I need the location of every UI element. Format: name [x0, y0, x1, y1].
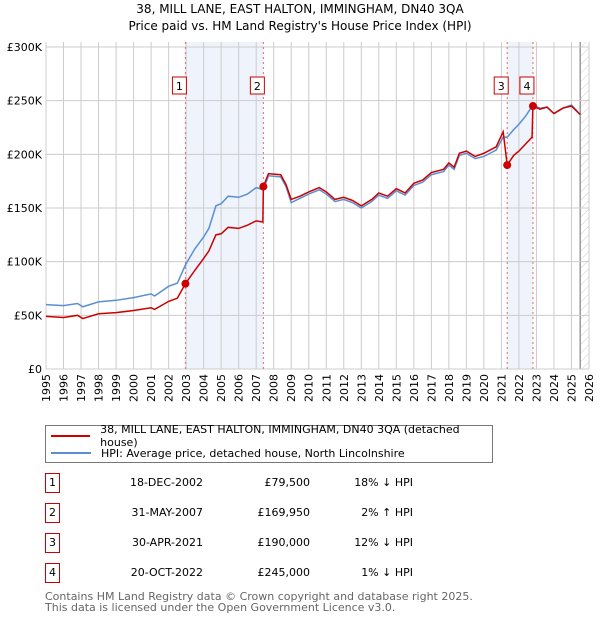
- x-tick-label: 1997: [75, 374, 88, 402]
- sale-label-number: 2: [254, 80, 261, 93]
- x-tick-label: 2003: [180, 374, 193, 402]
- sale-label-box: [519, 76, 535, 95]
- shaded-range: [507, 42, 533, 369]
- x-tick-label: 2005: [215, 374, 228, 402]
- x-tick-label: 1999: [110, 374, 123, 402]
- legend-item-hpi: HPI: Average price, detached house, Nort…: [51, 445, 405, 461]
- y-tick-label: £150K: [7, 202, 43, 215]
- sale-hpi-diff: 12% ↓ HPI: [354, 536, 413, 549]
- y-tick-label: £100K: [7, 256, 43, 269]
- sale-number: 2: [45, 503, 60, 523]
- sale-point: [259, 182, 268, 191]
- footer-line-2: This data is licensed under the Open Gov…: [45, 601, 396, 614]
- plot-area: 1995 1996 1997 1998 1999 2000 2001 2002 2003 2004…: [7, 41, 596, 402]
- x-tick-label: 2010: [303, 374, 316, 402]
- sale-date: 31-MAY-2007: [131, 506, 203, 519]
- legend-swatch-red: [51, 435, 91, 437]
- sale-label-number: 1: [176, 80, 183, 93]
- sale-hpi-diff: 2% ↑ HPI: [361, 506, 413, 519]
- x-tick-label: 2021: [495, 374, 508, 402]
- sale-price: £79,500: [264, 476, 311, 489]
- sale-label-box: [493, 76, 509, 95]
- x-tick-label: 2009: [285, 374, 298, 402]
- sale-label-3: 3: [493, 76, 509, 95]
- hpi-line: [45, 104, 581, 308]
- chart-title: 38, MILL LANE, EAST HALTON, IMMINGHAM, D…: [136, 2, 464, 16]
- sale-date: 18-DEC-2002: [129, 476, 203, 489]
- x-tick-label: 2016: [408, 374, 421, 402]
- sale-row: 4 20-OCT-2022 £245,000 1% ↓ HPI: [45, 563, 445, 583]
- x-tick-label: 1995: [40, 374, 53, 402]
- x-tick-label: 2002: [163, 374, 176, 402]
- sale-price: £245,000: [257, 566, 311, 579]
- sale-point: [503, 161, 512, 170]
- sale-date: 30-APR-2021: [131, 536, 203, 549]
- sale-date: 20-OCT-2022: [130, 566, 203, 579]
- x-tick-label: 2001: [145, 374, 158, 402]
- x-tick-label: 2023: [530, 374, 543, 402]
- x-tick-label: 2022: [513, 374, 526, 402]
- x-tick-label: 2018: [443, 374, 456, 402]
- x-tick-label: 2000: [128, 374, 141, 402]
- sale-label-2: 2: [249, 76, 265, 95]
- x-tick-label: 2007: [250, 374, 263, 402]
- sale-number: 4: [45, 563, 60, 583]
- sale-number: 1: [45, 473, 60, 493]
- sale-label-number: 3: [498, 80, 505, 93]
- y-tick-label: £250K: [7, 95, 43, 108]
- sale-label-box: [171, 76, 187, 95]
- x-tick-label: 2012: [338, 374, 351, 402]
- legend-label: HPI: Average price, detached house, Nort…: [101, 446, 405, 460]
- x-tick-label: 2014: [373, 374, 386, 402]
- sale-price: £190,000: [257, 536, 311, 549]
- x-tick-label: 2006: [233, 374, 246, 402]
- x-tick-label: 2017: [425, 374, 438, 402]
- y-tick-label: £200K: [7, 148, 43, 161]
- sale-row: 2 31-MAY-2007 £169,950 2% ↑ HPI: [45, 503, 445, 523]
- shaded-range: [185, 42, 264, 369]
- y-tick-label: £300K: [7, 41, 43, 54]
- y-tick-label: £0: [28, 363, 42, 376]
- x-tick-label: 2011: [320, 374, 333, 402]
- sale-hpi-diff: 1% ↓ HPI: [361, 566, 413, 579]
- x-tick-label: 2019: [460, 374, 473, 402]
- sale-point: [528, 102, 537, 111]
- sale-row: 3 30-APR-2021 £190,000 12% ↓ HPI: [45, 533, 445, 553]
- sale-hpi-diff: 18% ↓ HPI: [354, 476, 413, 489]
- sale-price: £169,950: [257, 506, 311, 519]
- sale-point: [181, 279, 190, 288]
- x-tick-label: 2004: [198, 374, 211, 402]
- sale-label-number: 4: [523, 80, 530, 93]
- sale-label-4: 4: [519, 76, 535, 95]
- x-tick-label: 2020: [478, 374, 491, 402]
- legend-label: 38, MILL LANE, EAST HALTON, IMMINGHAM, D…: [100, 423, 460, 449]
- legend-swatch-blue: [51, 452, 91, 454]
- chart-subtitle: Price paid vs. HM Land Registry's House …: [128, 19, 472, 33]
- x-tick-label: 1998: [93, 374, 106, 402]
- sale-label-1: 1: [171, 76, 187, 95]
- sale-label-box: [249, 76, 265, 95]
- x-tick-label: 2024: [548, 374, 561, 402]
- property-price-line: [45, 104, 581, 320]
- forecast-hatch: [580, 42, 589, 369]
- x-tick-label: 2013: [355, 374, 368, 402]
- x-tick-label: 2026: [583, 374, 596, 402]
- x-tick-label: 2015: [390, 374, 403, 402]
- x-tick-label: 2008: [268, 374, 281, 402]
- x-tick-label: 1996: [58, 374, 71, 402]
- legend-item-property: 38, MILL LANE, EAST HALTON, IMMINGHAM, D…: [51, 423, 492, 449]
- x-tick-label: 2025: [565, 374, 578, 402]
- y-tick-label: £50K: [14, 309, 43, 322]
- footer-line-1: Contains HM Land Registry data © Crown c…: [45, 590, 473, 603]
- legend: 38, MILL LANE, EAST HALTON, IMMINGHAM, D…: [45, 423, 493, 463]
- sale-row: 1 18-DEC-2002 £79,500 18% ↓ HPI: [45, 473, 445, 493]
- sale-number: 3: [45, 533, 60, 553]
